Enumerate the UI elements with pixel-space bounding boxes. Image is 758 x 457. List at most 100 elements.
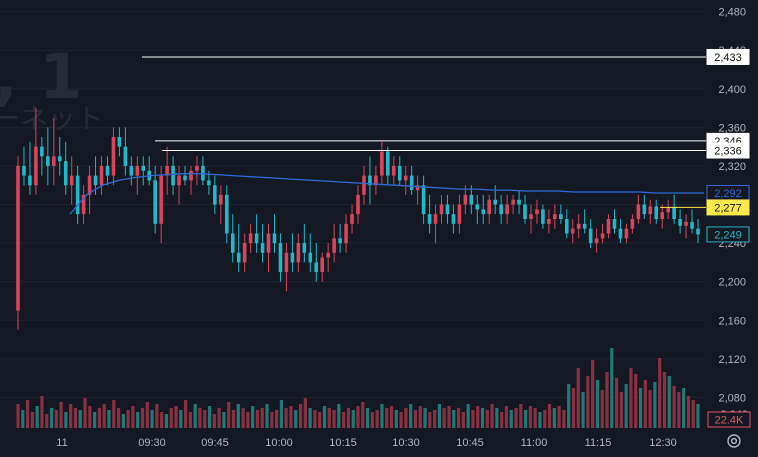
- volume-bar: [662, 372, 667, 428]
- y-tick-label: 2,360: [718, 122, 746, 134]
- volume-bar: [308, 408, 312, 428]
- x-tick-label: 10:45: [456, 437, 484, 449]
- candle-body: [22, 165, 26, 176]
- volume-bar: [591, 360, 595, 428]
- volume-bar: [222, 412, 226, 428]
- grid-lines: [0, 11, 704, 398]
- y-tick-label: 2,120: [718, 354, 746, 366]
- volume-bar: [418, 406, 422, 428]
- volume-bar: [533, 408, 537, 428]
- candle-body: [183, 175, 187, 181]
- volume-bar: [150, 410, 154, 428]
- volume-bar: [557, 406, 561, 428]
- volume-bar: [207, 406, 212, 428]
- candle-body: [386, 151, 390, 176]
- settings-gear-icon[interactable]: [727, 434, 741, 448]
- volume-bar: [16, 404, 20, 428]
- volume-bar: [54, 410, 58, 428]
- candle-body: [99, 165, 104, 186]
- price-tag-label: 2,249: [714, 229, 742, 241]
- volume-bar: [399, 412, 403, 428]
- candle-body: [34, 146, 38, 186]
- volume-bar: [456, 408, 461, 428]
- volume-bar: [179, 410, 183, 428]
- volume-bar: [174, 406, 178, 428]
- volume-bar: [49, 408, 54, 428]
- volume-bar: [471, 410, 475, 428]
- volume-bar: [83, 398, 87, 428]
- candle-body: [290, 252, 295, 263]
- volume-bar: [231, 410, 236, 428]
- volume-bar: [394, 410, 398, 428]
- volume-bar: [279, 400, 283, 428]
- volume-bar: [25, 400, 30, 428]
- volume-bar: [217, 408, 221, 428]
- volume-bar: [614, 378, 619, 428]
- candle-body: [559, 214, 563, 219]
- volume-bar: [413, 410, 418, 428]
- candle-body: [117, 137, 122, 147]
- price-tag-box: [706, 226, 750, 243]
- candle-body: [344, 223, 348, 244]
- candle-body: [260, 243, 265, 253]
- candle-body: [254, 233, 259, 244]
- volume-bar: [447, 406, 451, 428]
- candle-body: [16, 165, 20, 311]
- volume-bar: [107, 410, 111, 428]
- volume-bar: [313, 410, 317, 428]
- candle-body: [463, 194, 468, 205]
- candle-body: [523, 204, 527, 219]
- candle-body: [594, 238, 599, 244]
- volume-bar: [696, 404, 700, 428]
- volume-bar: [136, 412, 140, 428]
- volume-bar: [485, 410, 489, 428]
- candle-body: [439, 204, 444, 215]
- volume-bar: [605, 372, 609, 428]
- candle-body: [576, 223, 581, 229]
- candle-body: [517, 199, 521, 205]
- candle-body: [171, 165, 175, 186]
- volume-bar: [634, 374, 638, 428]
- candle-body: [570, 228, 575, 234]
- price-tag-label: 2,336: [714, 146, 742, 158]
- candle-body: [81, 194, 86, 215]
- candle-body: [219, 194, 223, 205]
- volume-bar: [69, 404, 73, 428]
- candle-body: [648, 206, 653, 215]
- volume-bar: [356, 406, 360, 428]
- volume-bar: [112, 400, 116, 428]
- candle-body: [308, 252, 313, 263]
- volume-bar: [576, 368, 580, 428]
- volume-bar: [260, 408, 264, 428]
- candle-body: [284, 252, 289, 273]
- candle-body: [445, 204, 450, 215]
- candle-body: [362, 175, 366, 195]
- candle-body: [57, 156, 62, 162]
- candle-body: [296, 243, 301, 263]
- candle-body: [224, 194, 229, 234]
- vwap-line: [69, 173, 704, 215]
- volume-bar: [35, 406, 39, 428]
- candle-body: [487, 199, 492, 215]
- volume-bar: [337, 404, 341, 428]
- candle-body: [93, 175, 98, 186]
- candle-body: [421, 185, 426, 215]
- volume-bar: [45, 414, 49, 428]
- volume-bar: [365, 408, 370, 428]
- volume-bar: [370, 412, 374, 428]
- volume-bar: [131, 406, 135, 428]
- candle-body: [391, 165, 396, 176]
- volume-bar: [21, 410, 25, 428]
- candle-body: [535, 209, 539, 215]
- candle-body: [493, 199, 497, 205]
- volume-bar: [629, 368, 633, 428]
- candle-body: [427, 214, 432, 224]
- candle-body: [678, 219, 682, 226]
- volume-bar: [145, 402, 149, 428]
- candle-body: [51, 156, 56, 166]
- candle-body: [612, 219, 617, 229]
- volume-bar: [93, 412, 97, 428]
- candle-body: [105, 165, 110, 176]
